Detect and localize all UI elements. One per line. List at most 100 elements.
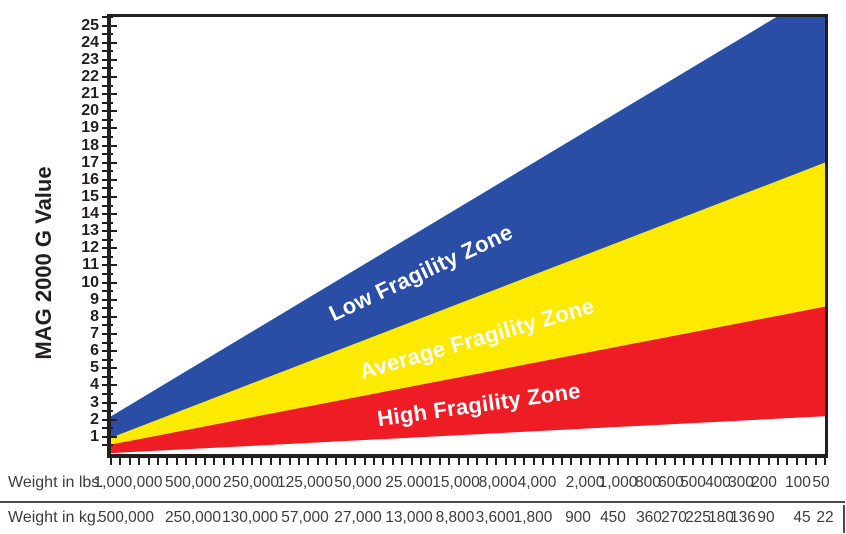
zones-svg (111, 17, 825, 454)
y-axis-tick (102, 33, 113, 36)
y-axis-tick (102, 195, 117, 198)
y-axis-tick-label: 17 (81, 153, 99, 171)
axis-value: 250,000 (222, 474, 280, 491)
axis-value: 45 (793, 509, 811, 526)
y-axis-tick (102, 247, 117, 250)
x-axis-tick (119, 458, 122, 465)
y-axis-tick-label: 5 (90, 359, 99, 377)
x-axis-tick (617, 458, 620, 465)
x-axis-tick (711, 458, 714, 465)
x-axis-tick (467, 458, 469, 465)
x-axis-tick (213, 458, 216, 465)
x-axis-tick (335, 458, 338, 465)
y-axis-tick-label: 3 (90, 393, 99, 411)
weight-lbs-row-label: Weight in lbs. (8, 474, 104, 491)
y-axis-tick (102, 341, 113, 344)
y-axis-tick (102, 418, 117, 421)
axis-value: 800 (635, 474, 661, 491)
x-axis-tick (363, 458, 366, 465)
zone-area-1 (111, 162, 825, 445)
axis-value: 400 (705, 474, 731, 491)
x-axis-tick (401, 458, 404, 465)
axis-value: 225 (685, 509, 711, 526)
y-axis-tick (102, 16, 113, 18)
x-axis-tick (354, 458, 357, 465)
y-axis-tick (102, 67, 113, 70)
y-axis-tick (102, 221, 113, 224)
y-axis-tick (102, 110, 117, 113)
y-axis-tick-label: 16 (81, 170, 99, 188)
x-axis-tick (579, 458, 582, 465)
axis-value: 57,000 (281, 509, 329, 526)
x-axis-tick (147, 458, 150, 465)
axis-value: 500,000 (164, 474, 222, 491)
kg-row-right-border (843, 505, 845, 533)
x-axis-tick (429, 458, 432, 465)
x-axis-tick (607, 458, 610, 465)
weight-kg-row: Weight in kg. 500,000 250,000 130,000 57,00… (0, 507, 846, 529)
x-axis-tick (232, 458, 235, 465)
weight-kg-row-label: Weight in kg. (8, 509, 101, 526)
x-axis-tick (532, 458, 535, 465)
axis-value: 500 (680, 474, 706, 491)
axis-value: 90 (757, 509, 775, 526)
y-axis-tick (102, 350, 117, 353)
zone-area-2 (111, 306, 825, 454)
y-axis-tick (102, 281, 117, 284)
y-axis-tick (102, 93, 117, 96)
x-axis-tick (156, 458, 159, 465)
row-separator-line (0, 501, 845, 503)
x-axis-tick (448, 458, 451, 465)
axis-value: 27,000 (334, 509, 382, 526)
x-axis-tick (203, 458, 206, 465)
axis-value: 125,000 (276, 474, 334, 491)
y-axis-tick (102, 204, 113, 207)
y-axis-tick-label: 19 (81, 119, 99, 137)
y-axis-tick-label: 20 (81, 102, 99, 120)
axis-value: 15,000 (432, 474, 480, 491)
y-axis-tick (102, 170, 113, 173)
y-axis-tick (102, 24, 117, 27)
x-axis-tick (692, 458, 695, 465)
y-axis-tick (102, 290, 113, 293)
x-axis-tick (297, 458, 300, 465)
x-axis-tick (138, 458, 141, 465)
x-axis-tick (673, 458, 676, 465)
x-axis-tick (739, 458, 742, 465)
x-axis-tick (391, 458, 394, 465)
x-axis-tick (504, 458, 507, 465)
y-axis-tick-label: 11 (82, 256, 99, 274)
x-axis-tick (373, 458, 376, 465)
axis-value: 300 (728, 474, 754, 491)
axis-value: 8,000 (478, 474, 518, 491)
y-axis-tick (102, 315, 117, 318)
x-axis-tick (288, 458, 291, 465)
y-axis-tick (102, 358, 113, 361)
x-axis-tick (560, 458, 563, 465)
y-axis-tick (102, 41, 117, 44)
y-axis-tick-label: 9 (90, 290, 99, 308)
y-axis-tick (102, 410, 113, 413)
x-axis-tick (636, 458, 639, 465)
x-axis-tick (720, 458, 723, 465)
y-axis-tick (102, 230, 117, 233)
x-axis-tick (326, 458, 329, 465)
axis-value: 8,800 (435, 509, 475, 526)
y-axis-tick (102, 375, 113, 378)
y-axis-tick (102, 101, 113, 104)
x-axis-tick (241, 458, 244, 465)
y-axis-tick (102, 435, 117, 438)
x-axis-tick (683, 458, 686, 465)
axis-value: 360 (636, 509, 662, 526)
axis-value: 13,000 (385, 509, 433, 526)
y-axis-tick-label: 22 (81, 67, 99, 85)
y-axis-tick (102, 444, 113, 447)
y-axis-tick (102, 367, 117, 370)
x-axis-tick (110, 458, 112, 465)
axis-value: 4,000 (517, 474, 557, 491)
axis-value: 25.000 (385, 474, 433, 491)
x-axis-tick (344, 458, 347, 465)
x-axis-tick (438, 458, 441, 465)
y-axis-tick-label: 21 (81, 85, 99, 103)
